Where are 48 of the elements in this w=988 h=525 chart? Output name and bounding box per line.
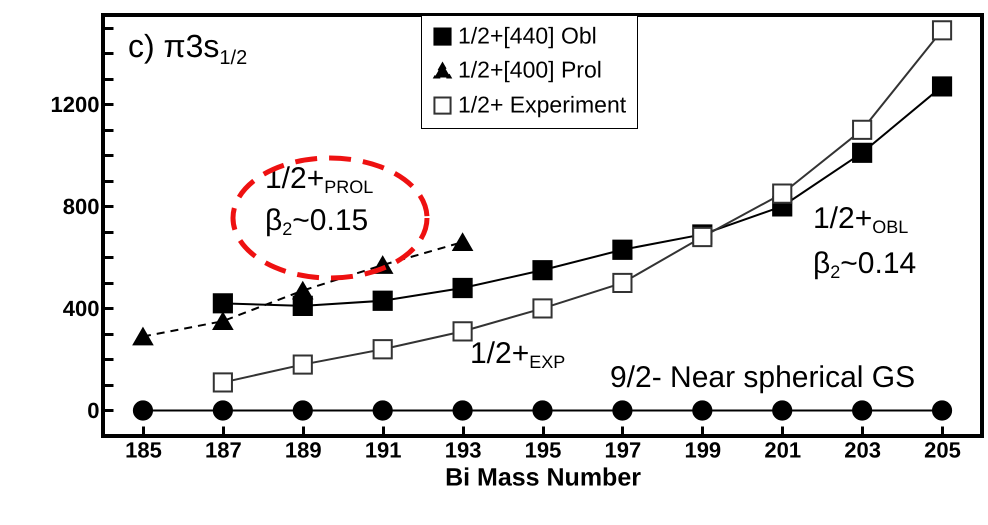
point — [852, 142, 872, 163]
annotation: 9/2- Near spherical GS — [610, 361, 916, 394]
legend-label: 1/2+ Experiment — [458, 92, 627, 118]
annotation: 1/2+$_{EXP}$ — [470, 336, 566, 372]
legend-label: 1/2+[440] Obl — [458, 22, 597, 48]
point — [132, 328, 154, 346]
point — [292, 282, 313, 300]
point — [212, 312, 233, 330]
point — [372, 400, 393, 421]
point — [932, 76, 952, 97]
x-tick-label: 195 — [524, 438, 562, 462]
point — [772, 400, 792, 421]
y-tick-label: 1200 — [50, 92, 100, 117]
point — [452, 278, 473, 298]
point — [452, 233, 473, 251]
x-tick-label: 197 — [604, 438, 642, 462]
point — [132, 400, 154, 421]
x-axis-title: Bi Mass Number — [445, 464, 642, 492]
point — [612, 240, 632, 260]
x-tick-label: 191 — [364, 438, 402, 462]
point — [292, 400, 313, 421]
x-tick-label: 203 — [844, 438, 881, 462]
y-tick-label: 0 — [87, 398, 100, 423]
x-tick-label: 201 — [764, 438, 802, 462]
x-tick-label: 199 — [684, 438, 722, 462]
point — [372, 290, 393, 311]
point — [932, 400, 952, 421]
annotation: β$_{2}$~0.15 — [265, 204, 368, 240]
x-tick-label: 189 — [284, 438, 322, 462]
annotation: β$_{2}$~0.14 — [813, 246, 916, 282]
legend-label: 1/2+[400] Prol — [458, 56, 602, 82]
point — [852, 400, 872, 421]
x-tick-label: 205 — [924, 438, 961, 462]
x-tick-label: 193 — [444, 438, 482, 462]
x-tick-label: 185 — [125, 438, 162, 462]
point — [452, 400, 473, 421]
annotation: 1/2+$_{OBL}$ — [813, 202, 908, 238]
point — [532, 260, 553, 280]
point — [772, 184, 792, 204]
point — [212, 293, 233, 314]
y-tick-label: 800 — [62, 194, 100, 219]
point — [612, 400, 632, 421]
point — [212, 400, 233, 421]
annotation: c) π3s$_{1/2}$ — [128, 28, 248, 70]
x-tick-label: 187 — [205, 438, 242, 462]
point — [692, 400, 712, 421]
y-tick-label: 400 — [62, 296, 100, 321]
point — [532, 400, 553, 421]
